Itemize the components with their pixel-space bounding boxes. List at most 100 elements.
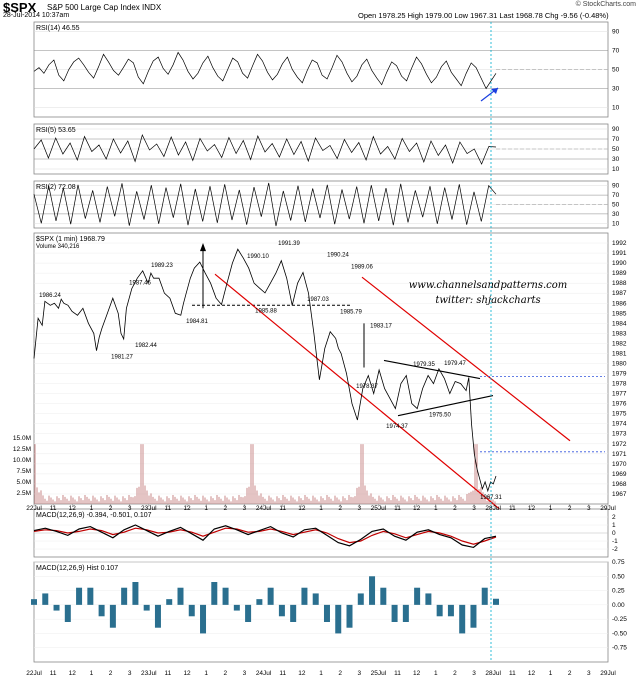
rsi14-arrowhead	[491, 88, 498, 94]
exchange: INDX	[142, 3, 162, 12]
rsi5-tick-label: 50	[612, 146, 620, 153]
x-axis-label: 1	[90, 505, 94, 512]
x-axis-label: 3	[587, 505, 591, 512]
rsi5-series-line	[33, 134, 497, 165]
hist-tick-label: 0.00	[612, 602, 625, 609]
price-annotation: 1975.50	[429, 413, 451, 419]
up-arrow-head	[200, 243, 206, 252]
x-axis-label: 2	[338, 505, 342, 512]
watermark-line1: www.channelsandpatterns.com	[409, 280, 568, 291]
x-axis-label: 25Jul	[371, 505, 387, 512]
price-annotation: 1985.88	[255, 308, 277, 314]
hist-tick-label: -0.75	[612, 645, 627, 652]
price-annotation: 1983.17	[370, 324, 392, 330]
ohlc-readout: Open 1978.25 High 1979.00 Low 1967.31 La…	[358, 11, 609, 20]
x-axis-label-bottom: 2	[109, 670, 113, 677]
volume-tick-label: 10.0M	[13, 457, 31, 464]
x-axis-label-bottom: 1	[549, 670, 553, 677]
price-annotation: 1982.44	[135, 343, 157, 349]
price-tick-label: 1976	[612, 401, 627, 408]
x-axis-label-bottom: 2	[453, 670, 457, 677]
rsi2-tick-label: 10	[612, 220, 620, 227]
x-axis-label-bottom: 22Jul	[26, 670, 42, 677]
x-axis-label-bottom: 28Jul	[485, 670, 501, 677]
x-axis-label: 12	[413, 505, 421, 512]
x-axis-label-bottom: 2	[568, 670, 572, 677]
rsi14-tick-label: 30	[612, 86, 620, 93]
rsi5-tick-label: 90	[612, 126, 620, 133]
rsi2-tick-label: 90	[612, 183, 620, 190]
hist-tick-label: 0.75	[612, 559, 625, 566]
price-tick-label: 1985	[612, 310, 627, 317]
x-axis-label: 3	[128, 505, 132, 512]
price-tick-label: 1987	[612, 290, 627, 297]
hist-tick-label: 0.50	[612, 573, 625, 580]
hist-panel	[33, 561, 609, 663]
price-annotation: 1978.37	[356, 384, 378, 390]
rsi2-tick-label: 70	[612, 192, 620, 199]
price-tick-label: 1977	[612, 391, 627, 398]
price-tick-label: 1978	[612, 381, 627, 388]
price-annotation: 1981.27	[111, 355, 133, 361]
volume-tick-label: 15.0M	[13, 435, 31, 442]
price-annotation: 1974.37	[386, 424, 408, 430]
hist-tick-label: -0.50	[612, 630, 627, 637]
price-tick-label: 1980	[612, 360, 627, 367]
macd-tick-label: 0	[612, 530, 616, 537]
triangle-upper-line	[383, 359, 481, 380]
price-tick-label: 1975	[612, 411, 627, 418]
price-series-line	[33, 248, 497, 493]
price-annotation: 1979.35	[413, 362, 435, 368]
price-tick-label: 1968	[612, 481, 627, 488]
price-annotation: 1989.06	[351, 265, 373, 271]
credit: © StockCharts.com	[575, 1, 636, 8]
x-axis-label-bottom: 2	[224, 670, 228, 677]
price-tick-label: 1992	[612, 240, 627, 247]
price-tick-label: 1973	[612, 431, 627, 438]
x-axis-label: 12	[69, 505, 77, 512]
x-axis-label-bottom: 3	[587, 670, 591, 677]
rsi2-tick-label: 50	[612, 202, 620, 209]
macd-signal-line	[33, 527, 497, 545]
rsi5-title: RSI(5) 53.65	[36, 127, 76, 134]
price-tick-label: 1991	[612, 250, 627, 257]
macd-line	[33, 524, 497, 549]
x-axis-label: 3	[357, 505, 361, 512]
volume-tick-label: 2.5M	[17, 490, 31, 497]
macd-tick-label: -2	[612, 546, 618, 553]
x-axis-label-bottom: 1	[204, 670, 208, 677]
price-annotation: 1985.79	[340, 309, 362, 315]
price-tick-label: 1981	[612, 350, 627, 357]
rsi2-tick-label: 30	[612, 211, 620, 218]
volume-tick-label: 7.5M	[17, 468, 31, 475]
price-tick-label: 1979	[612, 371, 627, 378]
x-axis-label-bottom: 11	[394, 670, 401, 677]
x-axis-label: 1	[549, 505, 553, 512]
price-tick-label: 1972	[612, 441, 627, 448]
x-axis-label: 12	[298, 505, 306, 512]
x-axis-label: 11	[279, 505, 286, 512]
x-axis-label: 29Jul	[600, 505, 616, 512]
volume-subtitle: Volume 340,216	[36, 244, 80, 250]
x-axis-label: 1	[204, 505, 208, 512]
timestamp: 28-Jul-2014 10:37am	[3, 12, 70, 19]
x-axis-label-bottom: 23Jul	[141, 670, 157, 677]
x-axis-label-bottom: 1	[319, 670, 323, 677]
index-name: S&P 500 Large Cap Index INDX	[47, 3, 161, 12]
x-axis-label: 3	[472, 505, 476, 512]
price-annotation: 1986.24	[39, 293, 61, 299]
x-axis-label-bottom: 3	[243, 670, 247, 677]
x-axis-label-bottom: 1	[90, 670, 94, 677]
macd-title: MACD(12,26,9) -0.394, -0.501, 0.107	[36, 512, 152, 519]
price-tick-label: 1974	[612, 421, 627, 428]
macd-tick-label: 1	[612, 522, 616, 529]
x-axis-label: 12	[528, 505, 536, 512]
x-axis-label-bottom: 1	[434, 670, 438, 677]
x-axis-label-bottom: 11	[509, 670, 516, 677]
macd-tick-label: -1	[612, 538, 618, 545]
x-axis-label-bottom: 12	[413, 670, 421, 677]
volume-tick-label: 12.5M	[13, 446, 31, 453]
channel-lower-line	[214, 273, 537, 540]
rsi14-tick-label: 10	[612, 105, 620, 112]
price-tick-label: 1969	[612, 471, 627, 478]
